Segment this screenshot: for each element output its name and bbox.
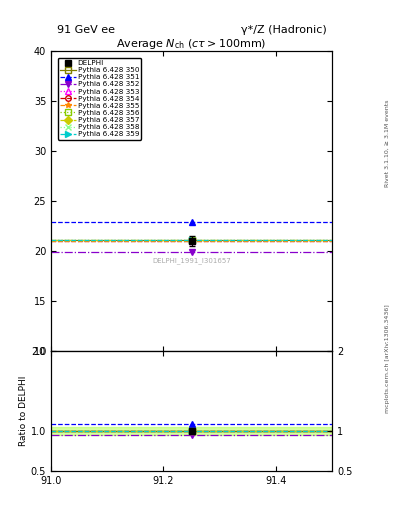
Title: Average $N_{\mathrm{ch}}$ ($c\tau > 100$mm): Average $N_{\mathrm{ch}}$ ($c\tau > 100$…: [116, 37, 267, 51]
Text: γ*/Z (Hadronic): γ*/Z (Hadronic): [241, 25, 327, 35]
Text: Rivet 3.1.10, ≥ 3.1M events: Rivet 3.1.10, ≥ 3.1M events: [385, 100, 389, 187]
Text: 91 GeV ee: 91 GeV ee: [57, 25, 115, 35]
Text: mcplots.cern.ch [arXiv:1306.3436]: mcplots.cern.ch [arXiv:1306.3436]: [385, 304, 389, 413]
Y-axis label: Ratio to DELPHI: Ratio to DELPHI: [19, 376, 28, 446]
Text: DELPHI_1991_I301657: DELPHI_1991_I301657: [152, 258, 231, 265]
Legend: DELPHI, Pythia 6.428 350, Pythia 6.428 351, Pythia 6.428 352, Pythia 6.428 353, : DELPHI, Pythia 6.428 350, Pythia 6.428 3…: [57, 58, 141, 140]
Bar: [51, 428, 332, 435]
